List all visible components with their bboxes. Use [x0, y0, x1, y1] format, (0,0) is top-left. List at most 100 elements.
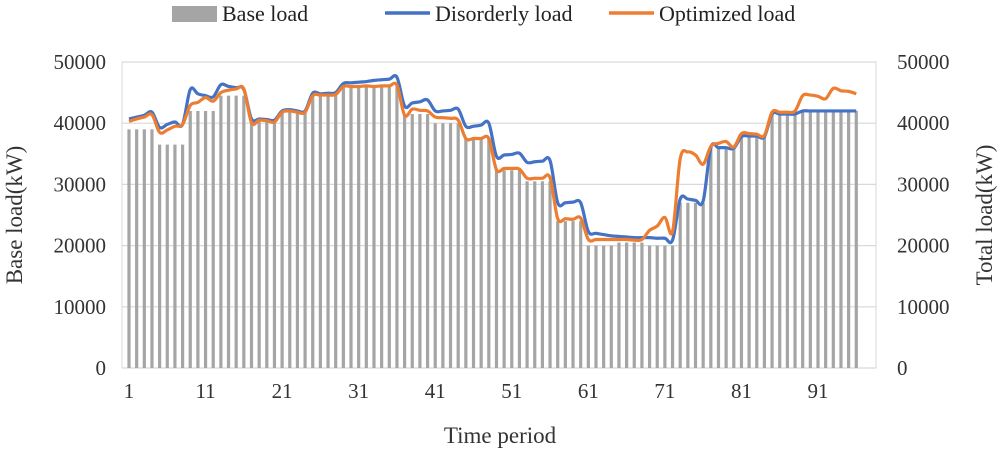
- bar-base-load: [242, 95, 246, 368]
- bar-base-load: [173, 144, 177, 368]
- bar-base-load: [188, 110, 192, 369]
- bar-base-load: [739, 136, 744, 368]
- bar-base-load: [303, 110, 307, 369]
- bar-base-load: [410, 114, 414, 369]
- x-tick-labels: 1 11 21 31 41 51 61 71 81 91: [124, 379, 829, 403]
- bar-base-load: [625, 242, 629, 368]
- bar-base-load: [203, 110, 208, 369]
- bar-base-load: [380, 86, 384, 368]
- right-y-tick-label: 30000: [897, 172, 950, 196]
- right-y-axis-title: Total load(kW): [972, 145, 997, 286]
- x-tick-label: 81: [731, 379, 752, 403]
- bar-base-load: [663, 245, 667, 368]
- bar-base-load: [395, 86, 399, 368]
- bar-base-load: [510, 170, 514, 368]
- bar-base-load: [579, 221, 583, 368]
- bar-base-load: [525, 181, 529, 368]
- left-y-tick-label: 20000: [54, 234, 107, 258]
- bar-base-load: [249, 121, 254, 368]
- x-tick-label: 41: [425, 379, 446, 403]
- bar-base-load: [824, 110, 828, 369]
- bar-base-load: [295, 110, 300, 369]
- bar-base-load: [686, 202, 690, 368]
- bars-base-load: [127, 86, 858, 369]
- bar-base-load: [433, 123, 437, 368]
- bar-base-load: [234, 95, 238, 368]
- bar-base-load: [617, 242, 621, 368]
- bar-base-load: [364, 86, 368, 368]
- left-y-axis-title: Base load(kW): [2, 146, 27, 285]
- bar-base-load: [640, 242, 644, 368]
- bar-base-load: [778, 114, 782, 369]
- bar-base-load: [670, 245, 675, 368]
- bar-base-load: [716, 147, 721, 368]
- bar-base-load: [456, 123, 460, 368]
- legend-label-disorderly-load: Disorderly load: [435, 1, 572, 26]
- left-y-tick-label: 0: [96, 356, 107, 380]
- bar-base-load: [349, 86, 353, 368]
- bar-base-load: [403, 114, 407, 369]
- bar-base-load: [785, 114, 789, 369]
- bar-base-load: [226, 95, 231, 368]
- bar-base-load: [594, 245, 598, 368]
- left-y-tick-label: 40000: [54, 111, 107, 135]
- bar-base-load: [533, 181, 537, 368]
- bar-base-load: [479, 138, 483, 368]
- right-y-tick-label: 0: [897, 356, 908, 380]
- bar-base-load: [326, 94, 330, 368]
- bar-base-load: [701, 202, 705, 368]
- legend-label-base-load: Base load: [222, 1, 308, 26]
- bar-base-load: [816, 110, 820, 369]
- bar-base-load: [265, 121, 269, 368]
- bar-base-load: [341, 86, 345, 368]
- bar-base-load: [632, 242, 636, 368]
- lines: [128, 74, 857, 245]
- bar-base-load: [793, 114, 797, 369]
- bar-base-load: [586, 245, 590, 368]
- x-tick-label: 31: [348, 379, 369, 403]
- bar-base-load: [272, 121, 277, 368]
- x-tick-label: 51: [501, 379, 522, 403]
- bar-base-load: [425, 114, 430, 369]
- legend: Base load Disorderly load Optimized load: [172, 1, 795, 26]
- bar-base-load: [732, 147, 736, 368]
- bar-base-load: [372, 86, 376, 368]
- right-y-tick-labels: 0 10000 20000 30000 40000 50000: [897, 50, 950, 380]
- x-tick-label: 11: [195, 379, 215, 403]
- bar-base-load: [280, 110, 284, 369]
- bar-base-load: [502, 170, 506, 368]
- bar-base-load: [571, 221, 575, 368]
- bar-base-load: [357, 86, 361, 368]
- bar-base-load: [288, 110, 292, 369]
- bar-base-load: [655, 245, 659, 368]
- bar-base-load: [471, 138, 476, 368]
- bar-base-load: [678, 202, 682, 368]
- right-y-tick-label: 40000: [897, 111, 950, 135]
- bar-base-load: [847, 110, 851, 369]
- bar-base-load: [831, 110, 835, 369]
- bar-base-load: [418, 114, 422, 369]
- bar-base-load: [755, 136, 759, 368]
- bar-base-load: [441, 123, 445, 368]
- bar-base-load: [724, 147, 728, 368]
- left-y-tick-labels: 0 10000 20000 30000 40000 50000: [54, 50, 107, 380]
- bar-base-load: [854, 110, 858, 369]
- bar-base-load: [693, 202, 698, 368]
- bar-base-load: [318, 94, 322, 368]
- x-tick-label: 71: [654, 379, 675, 403]
- x-tick-label: 61: [578, 379, 599, 403]
- bar-base-load: [464, 138, 468, 368]
- bar-base-load: [517, 170, 522, 368]
- bar-base-load: [211, 110, 215, 369]
- bar-base-load: [196, 110, 200, 369]
- bar-base-load: [257, 121, 261, 368]
- right-y-tick-label: 10000: [897, 295, 950, 319]
- line-optimized-load: [128, 81, 857, 243]
- bar-base-load: [801, 110, 805, 369]
- bar-base-load: [387, 86, 391, 368]
- bar-base-load: [548, 181, 552, 368]
- x-tick-label: 91: [808, 379, 829, 403]
- bar-base-load: [448, 123, 453, 368]
- bar-base-load: [165, 144, 169, 368]
